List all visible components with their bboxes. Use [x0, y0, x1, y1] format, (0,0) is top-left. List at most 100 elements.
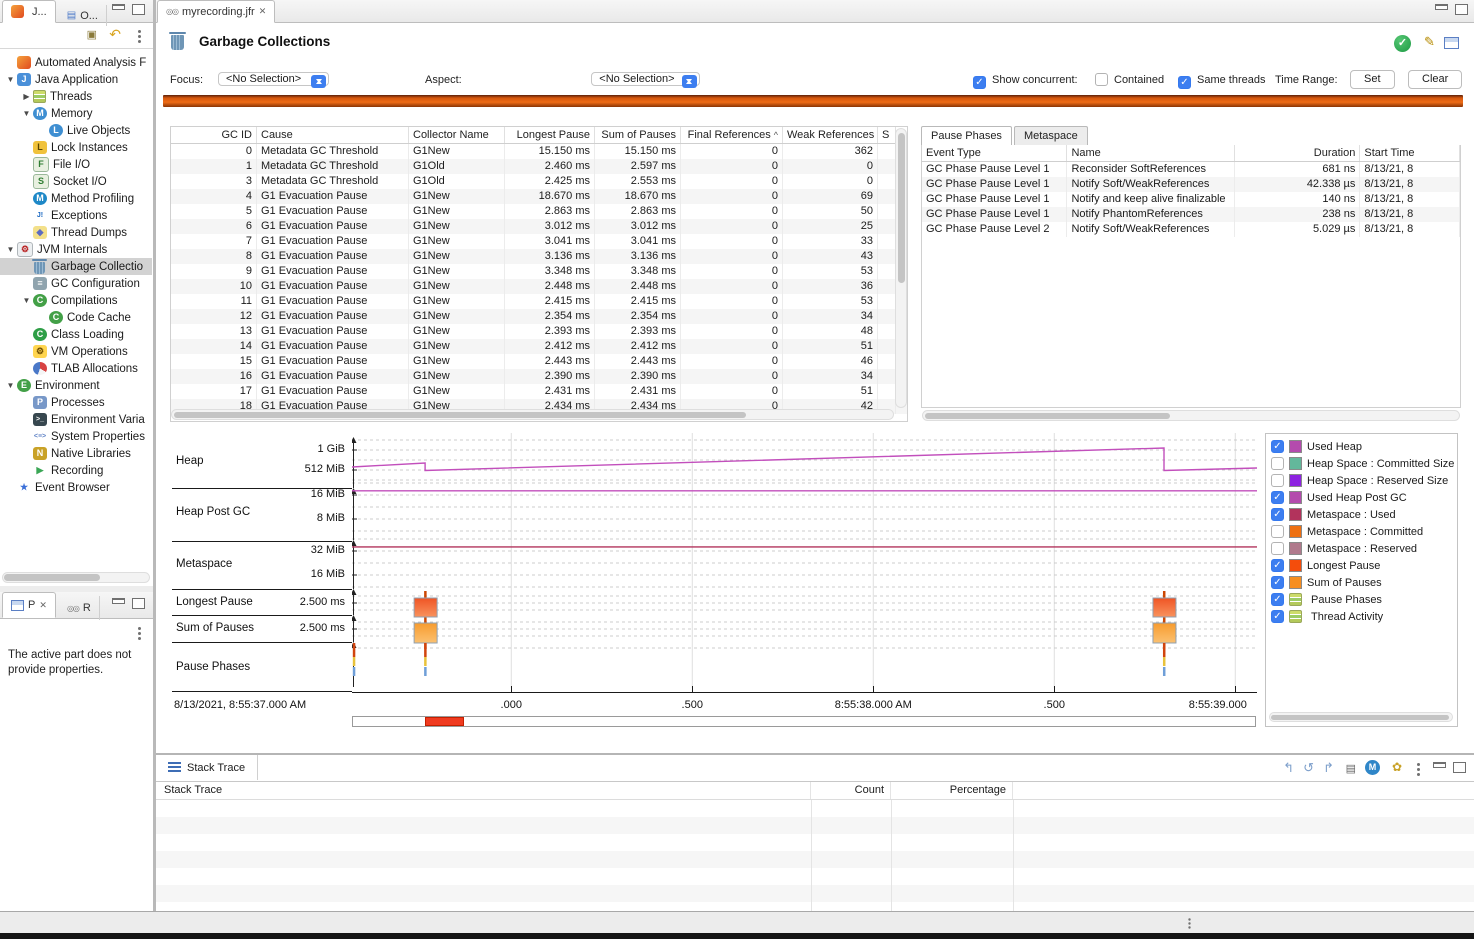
gc-table-row[interactable]: 1Metadata GC ThresholdG1Old2.460 ms2.597…	[171, 159, 907, 174]
column-final-references[interactable]: Final References^	[681, 127, 783, 143]
sidebar-item-recording[interactable]: ▶Recording	[0, 462, 152, 479]
maximize-editor-button[interactable]	[1450, 4, 1468, 18]
goto-previous-frame-icon[interactable]: ↰	[1283, 760, 1294, 776]
sidebar-item-live-objects[interactable]: LLive Objects	[0, 122, 152, 139]
minimize-view-button[interactable]	[1428, 762, 1446, 774]
legend-checkbox[interactable]	[1271, 525, 1284, 538]
legend-checkbox[interactable]	[1271, 508, 1284, 521]
sidebar-item-memory[interactable]: ▼MMemory	[0, 105, 152, 122]
gc-table-header[interactable]: GC IDCauseCollector NameLongest PauseSum…	[171, 127, 907, 144]
sidebar-item-environment-varia[interactable]: >_Environment Varia	[0, 411, 152, 428]
maximize-view-button[interactable]	[127, 4, 145, 18]
reset-navigation-icon[interactable]: ↺	[1303, 760, 1314, 776]
sidebar-horizontal-scrollbar[interactable]	[2, 572, 150, 583]
gc-table-row[interactable]: 6G1 Evacuation PauseG1New3.012 ms3.012 m…	[171, 219, 907, 234]
legend-horizontal-scrollbar[interactable]	[1269, 712, 1453, 722]
goto-next-frame-icon[interactable]: ↱	[1323, 760, 1334, 776]
column-percentage[interactable]: Percentage	[891, 782, 1013, 799]
maximize-view-button[interactable]	[127, 598, 145, 612]
tab-metaspace[interactable]: Metaspace	[1014, 126, 1088, 145]
phases-horizontal-scrollbar[interactable]	[922, 410, 1460, 421]
edit-rules-icon[interactable]: ✎	[1424, 33, 1435, 50]
sidebar-item-environment[interactable]: ▼EEnvironment	[0, 377, 152, 394]
show-concurrent-checkbox[interactable]	[973, 73, 986, 89]
tree-down-arrow-icon[interactable]: ▼	[4, 75, 17, 84]
sidebar-item-socket-i-o[interactable]: SSocket I/O	[0, 173, 152, 190]
method-formatting-icon[interactable]: M	[1365, 760, 1380, 775]
legend-item-used-heap-post-gc[interactable]: Used Heap Post GC	[1266, 489, 1457, 506]
phases-table-row[interactable]: GC Phase Pause Level 2Notify Soft/WeakRe…	[922, 222, 1460, 237]
legend-item-heap-space-committed-size[interactable]: Heap Space : Committed Size	[1266, 455, 1457, 472]
legend-checkbox[interactable]	[1271, 491, 1284, 504]
same-threads-checkbox[interactable]	[1178, 73, 1191, 89]
column-name[interactable]: Name	[1067, 145, 1234, 161]
phases-table-header[interactable]: Event TypeNameDurationStart Time	[922, 145, 1460, 162]
gc-table-row[interactable]: 3Metadata GC ThresholdG1Old2.425 ms2.553…	[171, 174, 907, 189]
package-grouping-icon[interactable]: ✿	[1392, 760, 1402, 774]
link-with-editor-icon[interactable]: ▣	[87, 28, 97, 41]
column-duration[interactable]: Duration	[1235, 145, 1361, 161]
gc-table-row[interactable]: 17G1 Evacuation PauseG1New2.431 ms2.431 …	[171, 384, 907, 399]
sidebar-item-threads[interactable]: ▶Threads	[0, 88, 152, 105]
minimize-view-button[interactable]	[107, 4, 125, 16]
sidebar-item-code-cache[interactable]: CCode Cache	[0, 309, 152, 326]
gc-table-row[interactable]: 14G1 Evacuation PauseG1New2.412 ms2.412 …	[171, 339, 907, 354]
sidebar-item-jvm-internals[interactable]: ▼⚙JVM Internals	[0, 241, 152, 258]
tree-down-arrow-icon[interactable]: ▼	[4, 245, 17, 254]
minimize-editor-button[interactable]	[1430, 4, 1448, 16]
focus-select[interactable]: <No Selection>	[218, 72, 329, 86]
column-count[interactable]: Count	[811, 782, 891, 799]
sidebar-item-class-loading[interactable]: CClass Loading	[0, 326, 152, 343]
legend-checkbox[interactable]	[1271, 559, 1284, 572]
gc-table-row[interactable]: 16G1 Evacuation PauseG1New2.390 ms2.390 …	[171, 369, 907, 384]
tree-down-arrow-icon[interactable]: ▼	[4, 381, 17, 390]
sidebar-item-method-profiling[interactable]: MMethod Profiling	[0, 190, 152, 207]
legend-checkbox[interactable]	[1271, 474, 1284, 487]
gc-table-row[interactable]: 9G1 Evacuation PauseG1New3.348 ms3.348 m…	[171, 264, 907, 279]
sidebar-item-native-libraries[interactable]: NNative Libraries	[0, 445, 152, 462]
sidebar-item-tlab-allocations[interactable]: TLAB Allocations	[0, 360, 152, 377]
gc-table-horizontal-scrollbar[interactable]	[171, 409, 894, 420]
sidebar-item-file-i-o[interactable]: FFile I/O	[0, 156, 152, 173]
column-cause[interactable]: Cause	[257, 127, 409, 143]
column-event-type[interactable]: Event Type	[922, 145, 1067, 161]
gc-table-vertical-scrollbar[interactable]	[895, 128, 907, 408]
tree-right-arrow-icon[interactable]: ▶	[20, 92, 33, 101]
gc-table-row[interactable]: 7G1 Evacuation PauseG1New3.041 ms3.041 m…	[171, 234, 907, 249]
sidebar-item-vm-operations[interactable]: ⚙VM Operations	[0, 343, 152, 360]
legend-item-used-heap[interactable]: Used Heap	[1266, 438, 1457, 455]
column-weak-references[interactable]: Weak References	[783, 127, 878, 143]
time-range-bar[interactable]	[163, 95, 1463, 107]
legend-item-metaspace-committed[interactable]: Metaspace : Committed	[1266, 523, 1457, 540]
gc-chart[interactable]	[352, 433, 1257, 692]
editor-tab-myrecording[interactable]: ◎◎ myrecording.jfr ✕	[157, 0, 275, 23]
sidebar-item-garbage-collectio[interactable]: Garbage Collectio	[0, 258, 152, 275]
phases-table-row[interactable]: GC Phase Pause Level 1Notify and keep al…	[922, 192, 1460, 207]
statusbar-handle-icon[interactable]	[1188, 918, 1190, 920]
column-stack-trace[interactable]: Stack Trace	[156, 782, 811, 799]
tree-layout-icon[interactable]: ▤	[1346, 762, 1356, 775]
column-longest-pause[interactable]: Longest Pause	[505, 127, 595, 143]
legend-item-sum-of-pauses[interactable]: Sum of Pauses	[1266, 574, 1457, 591]
gc-table-row[interactable]: 12G1 Evacuation PauseG1New2.354 ms2.354 …	[171, 309, 907, 324]
column-sum-of-pauses[interactable]: Sum of Pauses	[595, 127, 681, 143]
tree-down-arrow-icon[interactable]: ▼	[20, 109, 33, 118]
phases-table-row[interactable]: GC Phase Pause Level 1Reconsider SoftRef…	[922, 162, 1460, 177]
legend-checkbox[interactable]	[1271, 610, 1284, 623]
legend-item-longest-pause[interactable]: Longest Pause	[1266, 557, 1457, 574]
clear-button[interactable]: Clear	[1408, 70, 1462, 89]
column-start-time[interactable]: Start Time	[1360, 145, 1460, 161]
gc-table-row[interactable]: 15G1 Evacuation PauseG1New2.443 ms2.443 …	[171, 354, 907, 369]
column-collector-name[interactable]: Collector Name	[409, 127, 505, 143]
stack-trace-tab[interactable]: Stack Trace	[156, 755, 258, 780]
set-button[interactable]: Set	[1350, 70, 1395, 89]
gc-table-row[interactable]: 13G1 Evacuation PauseG1New2.393 ms2.393 …	[171, 324, 907, 339]
close-icon[interactable]: ✕	[259, 6, 267, 17]
tree-down-arrow-icon[interactable]: ▼	[20, 296, 33, 305]
stack-view-menu-icon[interactable]	[1417, 763, 1420, 766]
sidebar-view-menu-icon[interactable]	[138, 30, 141, 33]
legend-item-thread-activity[interactable]: Thread Activity	[1266, 608, 1457, 625]
contained-checkbox[interactable]	[1095, 73, 1108, 86]
sidebar-item-thread-dumps[interactable]: ◆Thread Dumps	[0, 224, 152, 241]
gc-table-row[interactable]: 5G1 Evacuation PauseG1New2.863 ms2.863 m…	[171, 204, 907, 219]
